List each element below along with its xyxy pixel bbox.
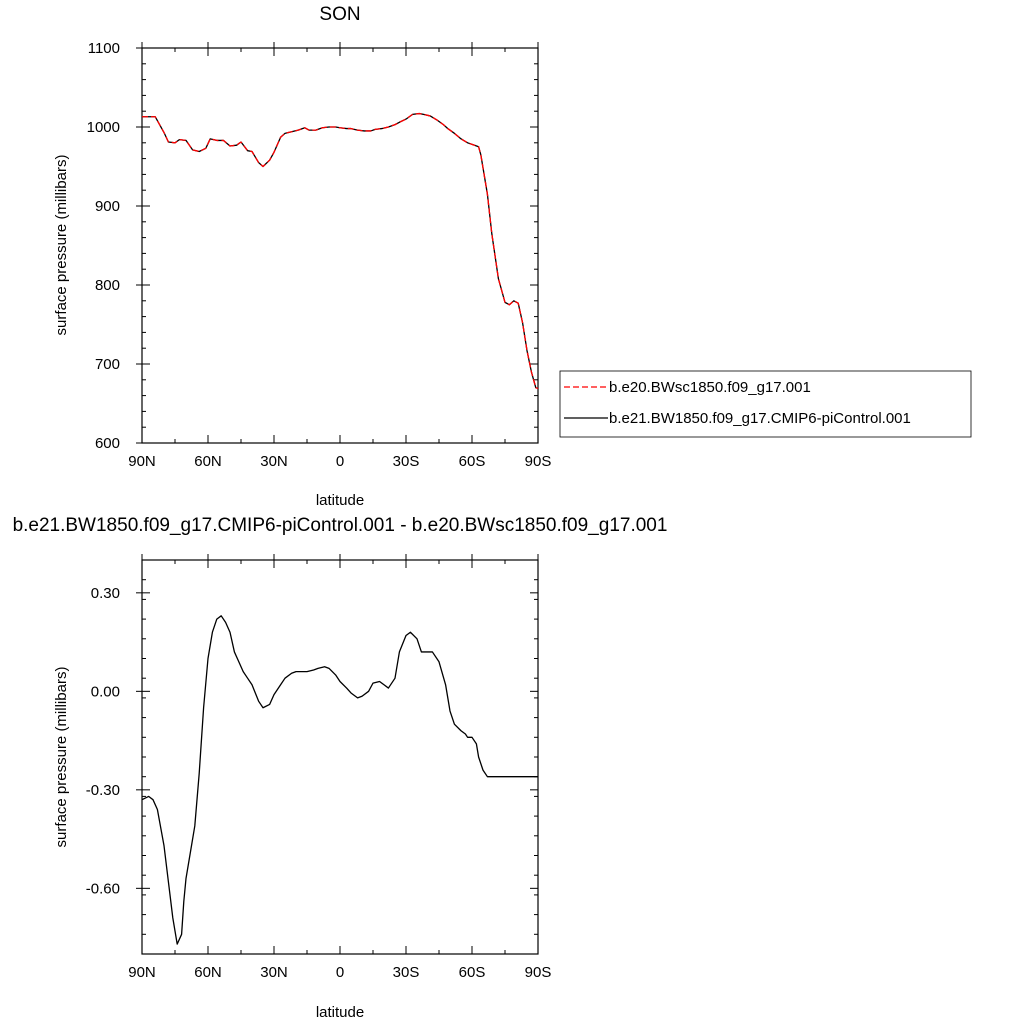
top-x-axis-label: latitude (316, 492, 364, 509)
bottom-panel: b.e21.BW1850.f09_g17.CMIP6-piControl.001… (13, 515, 668, 1021)
top-y-tick-label: 1000 (87, 119, 120, 136)
top-y-tick-label: 700 (95, 356, 120, 373)
top-axis-ticks: 90N 60N 30N 0 30S 60S 90S 1100 1000 900 800 700 600 (87, 40, 552, 470)
legend-label-series-2: b.e21.BW1850.f09_g17.CMIP6-piControl.001 (609, 410, 911, 427)
bottom-x-tick-label: 30N (260, 964, 288, 981)
top-x-tick-label: 30N (260, 453, 288, 470)
top-x-tick-label: 90N (128, 453, 156, 470)
bottom-y-tick-label: -0.30 (86, 782, 120, 799)
top-x-tick-label: 60N (194, 453, 222, 470)
top-y-tick-label: 900 (95, 198, 120, 215)
bottom-series-lines (141, 615, 538, 945)
bottom-x-tick-label: 30S (393, 964, 420, 981)
top-x-tick-label: 90S (525, 453, 552, 470)
bottom-x-tick-label: 90N (128, 964, 156, 981)
legend: b.e20.BWsc1850.f09_g17.001 b.e21.BW1850.… (559, 370, 972, 438)
top-panel-title: SON (319, 4, 360, 25)
legend-box (559, 370, 972, 438)
top-y-tick-label: 600 (95, 435, 120, 452)
top-y-tick-label: 1100 (88, 40, 120, 57)
bottom-x-tick-label: 90S (525, 964, 552, 981)
top-y-tick-label: 800 (95, 277, 120, 294)
top-series-lines (142, 112, 539, 390)
bottom-y-axis-label: surface pressure (millibars) (53, 667, 70, 848)
top-x-tick-label: 30S (393, 453, 420, 470)
top-series-line-1 (142, 112, 539, 390)
bottom-x-tick-label: 60S (459, 964, 486, 981)
top-x-tick-label: 60S (459, 453, 486, 470)
legend-label-series-1: b.e20.BWsc1850.f09_g17.001 (609, 379, 811, 396)
bottom-y-tick-label: 0.30 (91, 585, 120, 602)
bottom-y-tick-label: -0.60 (86, 880, 120, 897)
bottom-x-tick-label: 60N (194, 964, 222, 981)
bottom-panel-title: b.e21.BW1850.f09_g17.CMIP6-piControl.001… (13, 515, 668, 536)
bottom-y-tick-label: 0.00 (91, 683, 120, 700)
top-panel: SON 90N 60N 30N 0 30S 60S 90S 1100 1000 900 800 700… (53, 4, 551, 509)
bottom-x-axis-label: latitude (316, 1004, 364, 1021)
bottom-series-line-1 (141, 615, 538, 945)
top-y-axis-label: surface pressure (millibars) (53, 155, 70, 336)
top-plot-frame (141, 47, 539, 444)
bottom-axis-ticks: 90N 60N 30N 0 30S 60S 90S 0.30 0.00 -0.30 -0.60 (86, 554, 552, 981)
top-x-tick-label: 0 (336, 453, 344, 470)
bottom-x-tick-label: 0 (336, 964, 344, 981)
top-series-line-2 (142, 112, 539, 390)
